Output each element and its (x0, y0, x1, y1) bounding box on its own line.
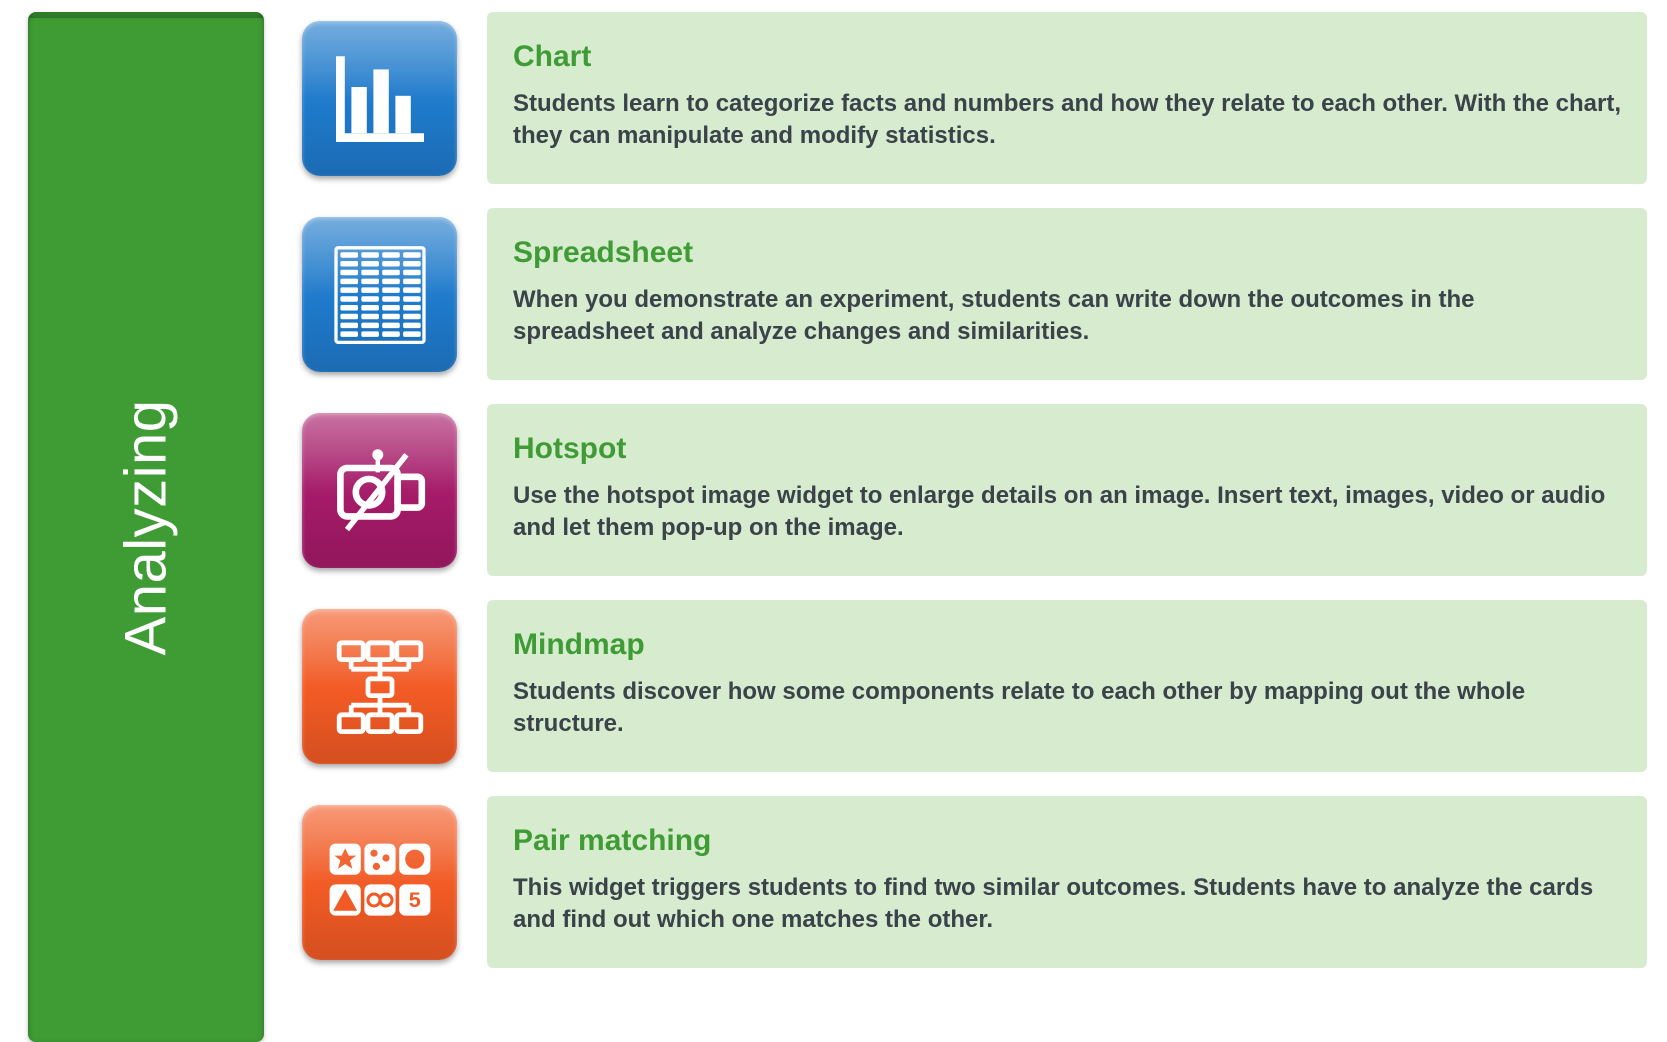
item-card: Chart Students learn to categorize facts … (487, 12, 1647, 184)
item-row: Chart Students learn to categorize facts … (302, 12, 1647, 184)
item-row: Hotspot Use the hotspot image widget to e… (302, 404, 1647, 576)
item-row: Mindmap Students discover how some compon… (302, 600, 1647, 772)
item-card: Mindmap Students discover how some compon… (487, 600, 1647, 772)
item-card: Spreadsheet When you demonstrate an exper… (487, 208, 1647, 380)
hotspot-icon (302, 413, 457, 568)
item-card: Pair matching This widget triggers studen… (487, 796, 1647, 968)
infographic-layout: Analyzing Chart Students learn to categor… (28, 12, 1647, 1042)
item-title: Chart (513, 40, 1621, 74)
spreadsheet-icon (302, 217, 457, 372)
item-title: Pair matching (513, 824, 1621, 858)
pairmatching-icon: 5 (302, 805, 457, 960)
item-description: Students discover how some components re… (513, 676, 1621, 741)
item-description: Students learn to categorize facts and n… (513, 88, 1621, 153)
category-label: Analyzing (113, 399, 180, 655)
item-row: Spreadsheet When you demonstrate an exper… (302, 208, 1647, 380)
item-description: This widget triggers students to find tw… (513, 872, 1621, 937)
item-title: Hotspot (513, 432, 1621, 466)
item-description: When you demonstrate an experiment, stud… (513, 284, 1621, 349)
item-title: Mindmap (513, 628, 1621, 662)
item-title: Spreadsheet (513, 236, 1621, 270)
items-column: Chart Students learn to categorize facts … (302, 12, 1647, 1042)
item-card: Hotspot Use the hotspot image widget to e… (487, 404, 1647, 576)
category-sidebar: Analyzing (28, 12, 264, 1042)
mindmap-icon (302, 609, 457, 764)
item-description: Use the hotspot image widget to enlarge … (513, 480, 1621, 545)
item-row: 5 Pair matching This widget triggers stud… (302, 796, 1647, 968)
svg-text:5: 5 (408, 887, 420, 912)
chart-icon (302, 21, 457, 176)
